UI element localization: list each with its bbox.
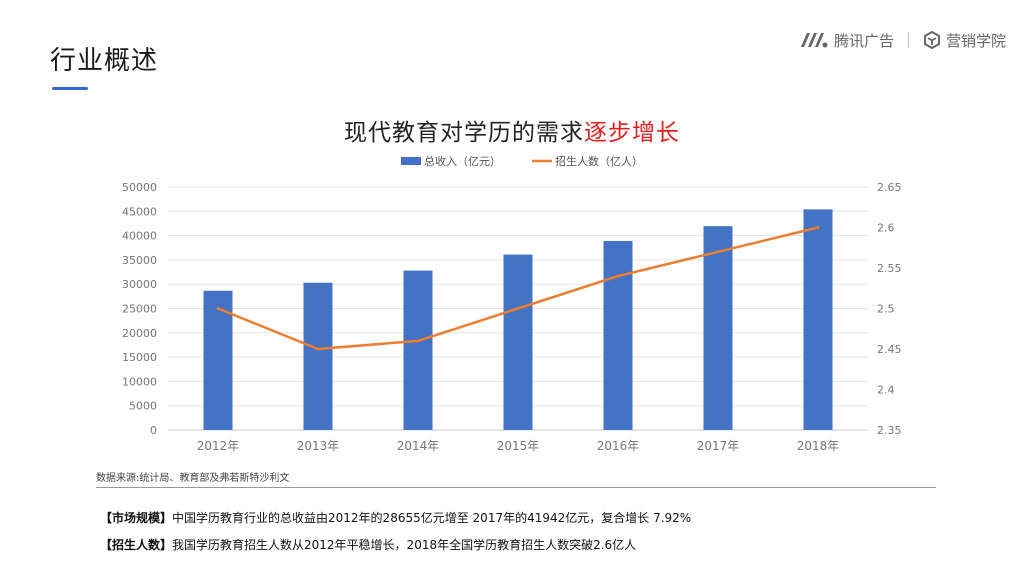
note-label: 【市场规模】	[100, 511, 173, 525]
x-tick-label: 2018年	[797, 439, 840, 453]
bar	[503, 254, 533, 430]
legend-label-line: 招生人数（亿人）	[555, 154, 643, 168]
y-right-tick-label: 2.45	[877, 343, 902, 356]
line-point	[816, 226, 820, 229]
note-enrollment: 【招生人数】我国学历教育招生人数从2012年平稳增长，2018年全国学历教育招生…	[100, 536, 636, 553]
y-right-tick-label: 2.6	[877, 222, 895, 235]
y-right-tick-label: 2.35	[877, 424, 902, 437]
y-left-tick-label: 45000	[122, 205, 157, 218]
marketing-academy-logo-icon	[923, 31, 940, 49]
title-underline	[52, 87, 88, 90]
chart-title-highlight: 逐步增长	[584, 120, 680, 146]
bar	[403, 270, 433, 430]
tencent-ads-brand: 腾讯广告	[799, 30, 894, 51]
y-left-tick-label: 0	[150, 424, 157, 437]
brand-header: 腾讯广告 营销学院	[799, 28, 1006, 52]
note-text: 我国学历教育招生人数从2012年平稳增长，2018年全国学历教育招生人数突破2.…	[172, 538, 637, 552]
bar	[203, 290, 233, 430]
marketing-academy-brand: 营销学院	[923, 30, 1006, 51]
bar	[803, 209, 833, 430]
x-tick-label: 2016年	[597, 439, 640, 453]
data-source: 数据来源:统计局、教育部及弗若斯特沙利文	[96, 473, 290, 484]
line-point	[316, 347, 320, 351]
y-left-tick-label: 35000	[122, 254, 157, 267]
y-left-tick-label: 10000	[122, 375, 157, 388]
x-tick-label: 2015年	[497, 439, 540, 453]
x-tick-label: 2014年	[397, 439, 440, 453]
bar	[703, 226, 733, 430]
y-right-tick-label: 2.5	[877, 303, 895, 316]
tencent-ads-logo-icon	[800, 33, 828, 48]
line-point	[716, 250, 720, 254]
y-left-tick-label: 25000	[122, 303, 157, 316]
x-tick-label: 2013年	[297, 439, 340, 453]
footer-divider	[96, 487, 936, 488]
line-point	[416, 339, 420, 343]
combo-chart: 0 5000 10000 15000 20000 25000 30000 35000 40000…	[122, 154, 902, 453]
line-point	[516, 307, 520, 310]
note-market-size: 【市场规模】中国学历教育行业的总收益由2012年的28655亿元增至 2017年…	[100, 509, 691, 526]
line-point	[216, 307, 220, 310]
marketing-academy-label: 营销学院	[945, 31, 1006, 50]
y-left-tick-label: 30000	[122, 278, 157, 291]
y-left-tick-label: 40000	[122, 230, 157, 243]
tencent-ads-label: 腾讯广告	[833, 31, 894, 50]
y-left-tick-label: 5000	[129, 400, 157, 413]
brand-divider	[907, 32, 909, 48]
y-right-tick-label: 2.4	[877, 384, 895, 397]
y-left-tick-label: 15000	[122, 351, 157, 364]
note-label: 【招生人数】	[100, 538, 173, 552]
y-right-tick-label: 2.65	[877, 181, 902, 194]
y-right-tick-label: 2.55	[877, 262, 902, 275]
line-point	[616, 274, 620, 278]
chart-title-main: 现代教育对学历的需求	[344, 120, 584, 146]
chart-title: 现代教育对学历的需求逐步增长	[0, 113, 1024, 147]
note-text: 中国学历教育行业的总收益由2012年的28655亿元增至 2017年的41942…	[172, 511, 692, 525]
legend-swatch-bar	[401, 157, 421, 165]
y-left-tick-label: 20000	[122, 327, 157, 340]
legend-label-bar: 总收入（亿元）	[424, 154, 501, 168]
page-title: 行业概述	[50, 46, 159, 76]
x-tick-label: 2012年	[197, 439, 240, 453]
y-left-tick-label: 50000	[122, 181, 157, 194]
bar	[303, 282, 333, 430]
bar	[603, 240, 633, 430]
x-tick-label: 2017年	[697, 439, 740, 453]
